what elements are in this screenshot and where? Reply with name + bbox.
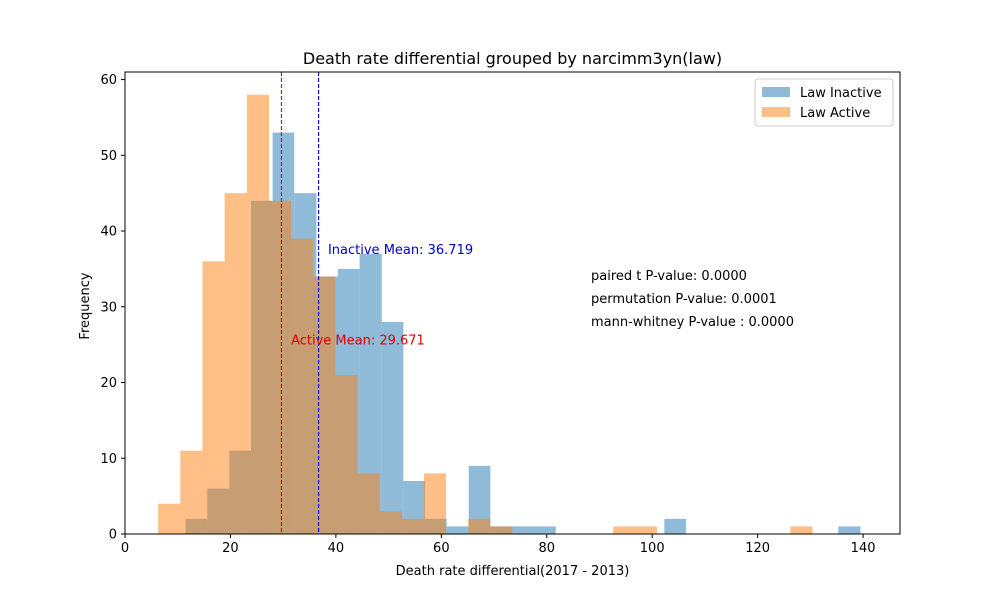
histogram-bar (613, 526, 657, 534)
y-axis-label: Frequency (78, 272, 93, 339)
stat-annotation-permutation: permutation P-value: 0.0001 (591, 292, 777, 307)
x-tick-label: 100 (640, 541, 665, 556)
histogram-bar (533, 526, 556, 534)
stat-annotation-mann-whitney: mann-whitney P-value : 0.0000 (591, 315, 794, 330)
histogram-bar (379, 511, 402, 534)
legend-label: Law Active (800, 106, 870, 121)
histogram-bar (246, 94, 269, 534)
histogram-bar (158, 503, 181, 534)
mean-lines: Inactive Mean: 36.719 Active Mean: 29.671 (280, 72, 473, 534)
y-tick-label: 10 (100, 452, 117, 467)
legend-swatch (762, 87, 790, 97)
histogram-bar (468, 465, 491, 534)
histogram-bar (423, 473, 447, 534)
histogram-bar (664, 518, 686, 534)
histogram-bar (359, 253, 382, 534)
y-tick-label: 20 (100, 376, 117, 391)
histogram-bar (268, 200, 292, 535)
histogram-bar (381, 321, 404, 534)
histogram-bar (838, 526, 861, 534)
legend-label: Law Inactive (800, 86, 882, 101)
histogram-bar (335, 374, 358, 534)
histogram-bar (468, 518, 491, 534)
x-tick-label: 80 (538, 541, 555, 556)
legend-swatch (762, 107, 790, 117)
y-tick-label: 30 (100, 300, 117, 315)
chart-title: Death rate differential grouped by narci… (303, 49, 722, 68)
histogram-bar (490, 526, 513, 534)
histogram-bar (313, 276, 336, 534)
histogram-bar (291, 238, 314, 534)
stat-annotation-paired-t: paired t P-value: 0.0000 (591, 269, 747, 284)
histogram-bar (202, 261, 225, 534)
x-tick-label: 120 (745, 541, 770, 556)
mean-label: Active Mean: 29.671 (291, 334, 425, 349)
histogram-bar (224, 193, 247, 534)
y-tick-label: 60 (100, 73, 117, 88)
histogram-bar (790, 526, 813, 534)
histogram-bar (180, 450, 203, 534)
histogram-bar (511, 526, 534, 534)
histogram-bar (446, 526, 469, 534)
y-tick-label: 40 (100, 225, 117, 240)
mean-label: Inactive Mean: 36.719 (328, 243, 473, 258)
y-tick-label: 0 (109, 528, 117, 543)
histogram-bar (357, 473, 380, 534)
histogram-bar (401, 518, 424, 534)
x-tick-label: 0 (121, 541, 129, 556)
axes: 0 20 40 60 80 100 120 140 0 10 20 30 40 50 60 (100, 71, 901, 556)
x-axis-label: Death rate differential(2017 - 2013) (396, 564, 630, 579)
x-tick-label: 60 (433, 541, 450, 556)
stat-annotations: paired t P-value: 0.0000 permutation P-v… (591, 269, 794, 330)
x-tick-label: 140 (851, 541, 876, 556)
x-tick-label: 20 (222, 541, 239, 556)
y-tick-label: 50 (100, 149, 117, 164)
x-tick-label: 40 (328, 541, 345, 556)
legend: Law Inactive Law Active (754, 78, 894, 127)
plot-frame (124, 71, 901, 535)
